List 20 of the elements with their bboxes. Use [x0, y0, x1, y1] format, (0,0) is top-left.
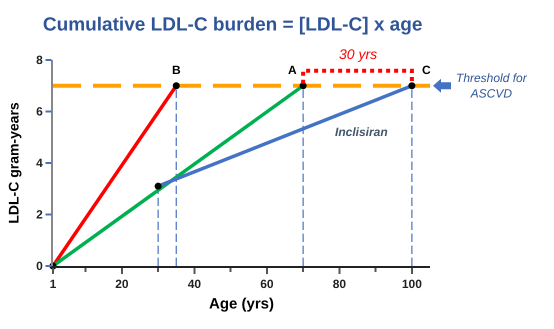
- x-tick-label: 60: [260, 277, 274, 292]
- y-axis-title: LDL-C gram-years: [5, 102, 22, 224]
- y-tick-label: 4: [36, 156, 44, 170]
- x-tick-label: 40: [188, 277, 202, 292]
- x-tick-label: 80: [332, 277, 346, 292]
- annotation: 30 yrs: [339, 46, 378, 62]
- ref-line-label: Threshold for ASCVD: [456, 71, 528, 101]
- chart-title: Cumulative LDL-C burden = [LDL-C] x age: [42, 14, 422, 36]
- y-tick-label: 2: [36, 208, 44, 222]
- y-tick-label: 8: [36, 53, 44, 68]
- y-tick-label: 0: [36, 259, 44, 274]
- annotation: C: [422, 63, 431, 77]
- annotation: B: [172, 63, 181, 77]
- y-tick-label: 6: [36, 104, 44, 119]
- series-label: Inclisiran: [335, 125, 388, 139]
- annotation: A: [288, 63, 297, 77]
- x-tick-label: 1: [50, 277, 57, 292]
- x-tick-label: 100: [402, 277, 422, 292]
- x-tick-label: 20: [115, 277, 129, 292]
- x-axis-title: Age (yrs): [208, 296, 274, 313]
